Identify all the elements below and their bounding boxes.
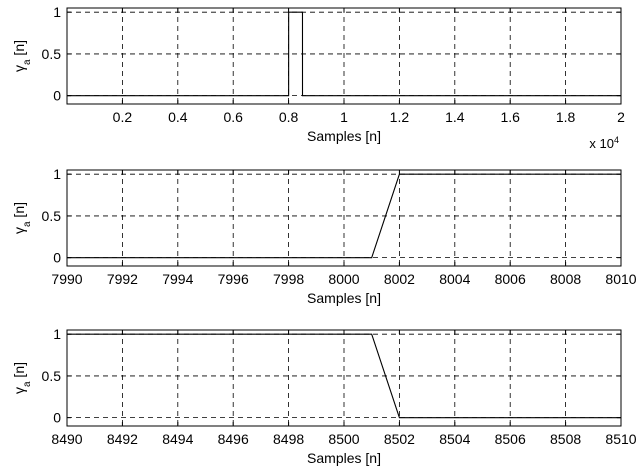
x-axis-multiplier: x 104	[589, 135, 619, 151]
x-tick-label: 7990	[51, 271, 82, 287]
x-tick-label: 8498	[273, 431, 304, 447]
x-tick-label: 8508	[550, 431, 581, 447]
x-tick-label: 1.4	[445, 109, 465, 125]
x-tick-label: 0.8	[279, 109, 299, 125]
x-tick-label: 8510	[605, 431, 636, 447]
x-tick-label: 7994	[162, 271, 193, 287]
x-tick-label: 8002	[384, 271, 415, 287]
y-axis-label-symbol: γ	[11, 387, 27, 394]
y-axis-label-subscript: a	[22, 59, 33, 65]
x-tick-label: 7998	[273, 271, 304, 287]
y-axis-label-unit: [n]	[11, 202, 27, 221]
x-tick-label: 8006	[495, 271, 526, 287]
x-axis-label: Samples [n]	[307, 290, 381, 306]
y-axis-label: γa [n]	[11, 40, 33, 72]
series-line	[67, 333, 621, 419]
x-tick-label: 8494	[162, 431, 193, 447]
x-tick-label: 0.6	[223, 109, 243, 125]
x-tick-label: 8492	[107, 431, 138, 447]
y-tick-label: 0.5	[42, 208, 62, 224]
x-tick-label: 8496	[218, 431, 249, 447]
x-tick-label: 7996	[218, 271, 249, 287]
x-tick-label: 0.4	[168, 109, 188, 125]
y-axis-label: γa [n]	[11, 362, 33, 394]
y-axis-label-unit: [n]	[11, 362, 27, 381]
y-tick-label: 0	[53, 410, 61, 426]
x-tick-label: 7992	[107, 271, 138, 287]
x-axis-multiplier-exponent: 4	[614, 135, 619, 145]
axes-frame	[66, 169, 622, 267]
series-line	[67, 173, 621, 259]
y-tick-label: 0	[53, 250, 61, 266]
x-tick-label: 8004	[439, 271, 470, 287]
x-tick-label: 1.8	[556, 109, 576, 125]
x-tick-label: 0.2	[113, 109, 133, 125]
y-tick-label: 0.5	[42, 46, 62, 62]
y-axis-label-symbol: γ	[11, 227, 27, 234]
y-axis-label: γa [n]	[11, 202, 33, 234]
x-tick-label: 8010	[605, 271, 636, 287]
y-tick-label: 1	[53, 326, 61, 342]
axes-frame	[66, 7, 622, 105]
x-tick-label: 8500	[328, 431, 359, 447]
x-tick-label: 8490	[51, 431, 82, 447]
axes-frame	[66, 329, 622, 427]
y-tick-label: 0.5	[42, 368, 62, 384]
series-line	[67, 11, 621, 97]
x-tick-label: 1	[340, 109, 348, 125]
x-axis-multiplier-base: x 10	[589, 136, 614, 151]
x-axis-label: Samples [n]	[307, 450, 381, 466]
y-axis-label-subscript: a	[22, 381, 33, 387]
y-axis-label-symbol: γ	[11, 65, 27, 72]
x-tick-label: 8504	[439, 431, 470, 447]
x-tick-label: 1.2	[390, 109, 410, 125]
y-tick-label: 1	[53, 4, 61, 20]
x-tick-label: 8008	[550, 271, 581, 287]
y-tick-label: 0	[53, 88, 61, 104]
x-tick-label: 2	[617, 109, 625, 125]
x-tick-label: 1.6	[500, 109, 520, 125]
y-tick-label: 1	[53, 166, 61, 182]
x-axis-label: Samples [n]	[307, 128, 381, 144]
x-tick-label: 8000	[328, 271, 359, 287]
x-tick-label: 8506	[495, 431, 526, 447]
y-axis-label-subscript: a	[22, 221, 33, 227]
x-tick-label: 8502	[384, 431, 415, 447]
y-axis-label-unit: [n]	[11, 40, 27, 59]
